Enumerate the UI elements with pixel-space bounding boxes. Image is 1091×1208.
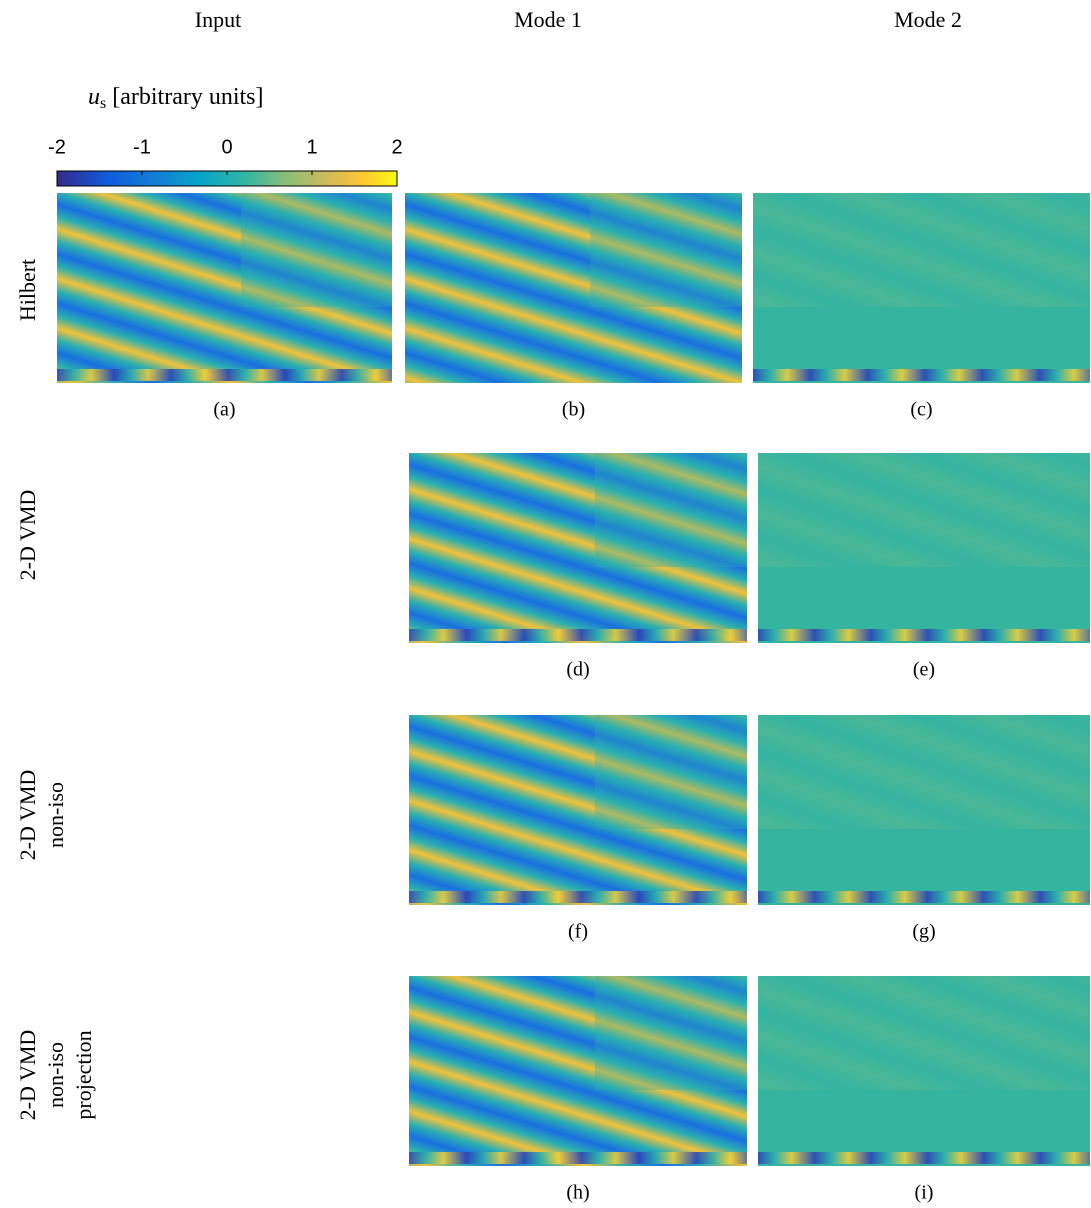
bottom-band [758,629,1090,641]
panel-image [753,193,1090,383]
panel-image [409,715,747,905]
fade [594,715,747,829]
panel-image [405,193,742,383]
row-label: Hilbert [15,259,40,321]
colorbar-tick-label: -2 [48,136,66,158]
column-header: Mode 2 [894,7,962,32]
panel-label: (g) [912,921,935,943]
panel-label: (a) [213,399,235,421]
panel-label: (h) [566,1182,589,1204]
fade [594,976,747,1090]
texture [753,193,1090,307]
row-label: 2-D VMD [15,1030,40,1121]
row-label: 2-D VMD [15,490,40,581]
field [409,715,747,905]
colorbar-tick-label: 2 [391,136,402,158]
row-label: projection [71,1030,96,1119]
field [409,453,747,643]
field [409,976,747,1166]
fade [590,193,742,307]
panel-label: (c) [910,399,932,421]
panel-label: (i) [915,1182,934,1204]
panel-image [758,976,1090,1166]
panel-image [758,453,1090,643]
panel-image [409,453,747,643]
fade [594,453,747,567]
texture [758,976,1090,1090]
colorbar-tick-label: 1 [306,136,317,158]
panel-label: (d) [566,659,589,681]
bottom-band [753,369,1090,381]
panel-image [758,715,1090,905]
bottom-band [409,1152,747,1164]
column-header: Input [195,7,241,32]
bottom-band [57,369,392,381]
row-label: non-iso [43,782,68,848]
bottom-band [409,891,747,903]
panel-label: (b) [562,399,585,421]
row-label: non-iso [43,1042,68,1108]
fade [241,193,392,307]
panel-image [57,193,392,383]
field [57,193,392,383]
panel-label: (e) [913,659,935,681]
panel-image [409,976,747,1166]
colorbar-tick-label: -1 [133,136,151,158]
field [405,193,742,383]
column-header: Mode 1 [514,7,582,32]
bottom-band [409,629,747,641]
row-label: 2-D VMD [15,770,40,861]
bottom-band [758,1152,1090,1164]
texture [758,715,1090,829]
colorbar-label: us [arbitrary units] [88,84,264,112]
colorbar-tick-label: 0 [221,136,232,158]
bottom-band [758,891,1090,903]
panel-label: (f) [568,921,588,943]
texture [758,453,1090,567]
